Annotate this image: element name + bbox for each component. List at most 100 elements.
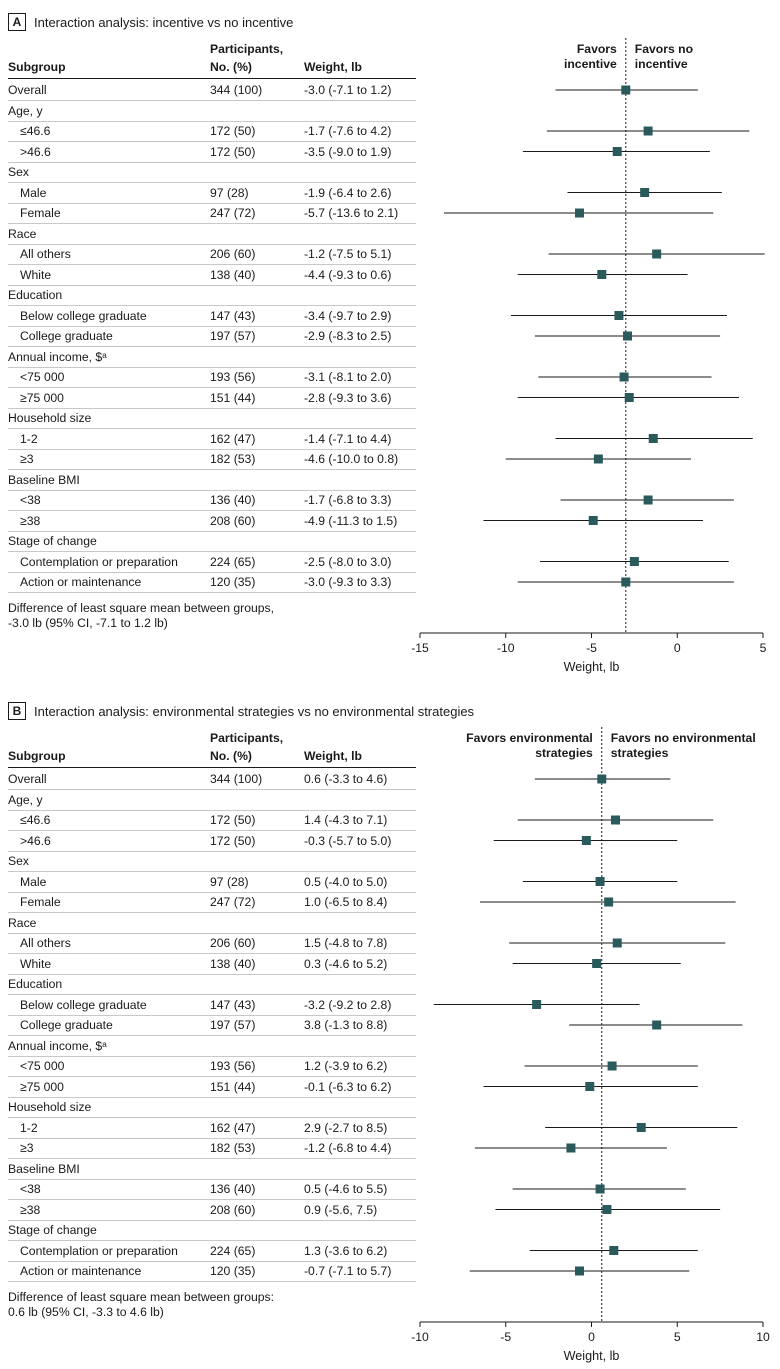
row-divider <box>8 1178 416 1180</box>
estimate-point <box>469 1266 690 1276</box>
estimate-point <box>569 1020 743 1030</box>
weight-value: -1.9 (-6.4 to 2.6) <box>304 185 392 200</box>
participants-value: 162 (47) <box>210 431 256 446</box>
row-divider <box>8 1260 416 1262</box>
participants-value: 172 (50) <box>210 124 256 138</box>
point-estimate-marker <box>597 270 607 279</box>
subgroup-label: ≤46.6 <box>20 813 51 827</box>
row-divider <box>8 789 416 791</box>
favors-right-line: Favors no <box>634 42 694 56</box>
weight-value: -4.6 (-10.0 to 0.8) <box>304 452 399 466</box>
row-divider <box>8 325 416 327</box>
subgroup-label: Male <box>20 874 47 889</box>
weight-value: 2.9 (-2.7 to 8.5) <box>304 1120 388 1135</box>
subgroup-category: Annual income, $ᵃ <box>8 1038 107 1053</box>
point-estimate-marker <box>612 938 622 948</box>
row-divider <box>8 1055 416 1057</box>
row-divider <box>8 448 416 450</box>
x-axis-label: Weight, lb <box>564 1349 620 1363</box>
row-divider <box>8 489 416 491</box>
point-estimate-marker <box>604 897 614 907</box>
subgroup-label: White <box>20 267 52 282</box>
estimate-point <box>493 836 678 845</box>
x-tick-label: 10 <box>756 1330 770 1344</box>
row-divider <box>8 223 416 225</box>
weight-value: -3.2 (-9.2 to 2.8) <box>304 997 392 1012</box>
point-estimate-marker <box>643 126 653 136</box>
row-divider <box>8 1281 416 1283</box>
weight-value: -3.4 (-9.7 to 2.9) <box>304 308 392 323</box>
weight-value: 0.3 (-4.6 to 5.2) <box>304 956 388 971</box>
weight-value: -1.2 (-7.5 to 5.1) <box>304 247 392 261</box>
participants-value: 193 (56) <box>210 370 256 384</box>
row-divider <box>8 1117 416 1119</box>
favors-right-line: incentive <box>634 57 688 71</box>
weight-value: 0.5 (-4.0 to 5.0) <box>304 874 388 889</box>
favors-right-line: Favors no environmental <box>610 731 756 745</box>
point-estimate-marker <box>612 147 622 156</box>
row-divider <box>8 1240 416 1242</box>
forest-plot-b: -10 -5 0 5 10 Weight, lb <box>411 727 770 1363</box>
subgroup-category: Household size <box>8 1100 92 1114</box>
subgroup-label: ≥3 <box>20 452 34 466</box>
estimate-point <box>517 577 734 587</box>
weight-value: -0.3 (-5.7 to 5.0) <box>304 833 392 848</box>
row-divider <box>8 850 416 852</box>
row-divider <box>8 1014 416 1016</box>
favors-left-label: Favors environmental strategies <box>466 731 593 761</box>
weight-value: -5.7 (-13.6 to 2.1) <box>304 206 399 220</box>
x-tick-label: 5 <box>760 641 767 655</box>
row-divider <box>8 428 416 430</box>
subgroup-label: Action or maintenance <box>20 1264 142 1278</box>
point-estimate-marker <box>619 372 629 382</box>
weight-value: -0.1 (-6.3 to 6.2) <box>304 1079 392 1094</box>
subgroup-category: Race <box>8 915 37 930</box>
row-divider <box>8 161 416 163</box>
subgroup-label: Contemplation or preparation <box>20 554 178 569</box>
subgroup-label: Female <box>20 206 61 220</box>
weight-value: 0.6 (-3.3 to 4.6) <box>304 772 388 786</box>
row-divider <box>8 1219 416 1221</box>
estimate-point <box>474 1143 667 1153</box>
footnote: Difference of least square mean between … <box>8 1290 274 1320</box>
estimate-point <box>567 188 722 197</box>
participants-column-header-line1: Participants, <box>210 42 284 56</box>
participants-value: 138 (40) <box>210 267 256 282</box>
estimate-point <box>545 1123 738 1132</box>
weight-column-header: Weight, lb <box>304 60 362 74</box>
subgroup-category: Age, y <box>8 792 43 807</box>
estimate-point <box>534 331 721 341</box>
subgroup-label: Contemplation or preparation <box>20 1243 178 1258</box>
x-tick-label: -10 <box>497 641 515 655</box>
estimate-point <box>540 557 729 566</box>
row-divider <box>8 1096 416 1098</box>
participants-value: 206 (60) <box>210 247 256 261</box>
participants-value: 172 (50) <box>210 813 256 827</box>
point-estimate-marker <box>621 577 631 587</box>
row-divider <box>8 120 416 122</box>
point-estimate-marker <box>623 331 633 341</box>
point-estimate-marker <box>652 249 662 259</box>
point-estimate-marker <box>614 311 624 320</box>
estimate-point <box>483 1082 698 1091</box>
participants-value: 247 (72) <box>210 895 256 909</box>
subgroup-label: Male <box>20 185 47 200</box>
weight-value: -1.7 (-7.6 to 4.2) <box>304 124 392 138</box>
subgroup-label: <75 000 <box>20 1059 65 1073</box>
row-divider <box>8 871 416 873</box>
row-divider <box>8 1035 416 1037</box>
forest-plot-a: -15 -10 -5 0 5 Weight, lb <box>411 38 767 674</box>
weight-value: -0.7 (-7.1 to 5.7) <box>304 1264 392 1278</box>
subgroup-label: 1-2 <box>20 1120 38 1135</box>
x-tick-label: 0 <box>588 1330 595 1344</box>
panel-letter-badge: B <box>8 702 26 720</box>
weight-value: -3.5 (-9.0 to 1.9) <box>304 144 392 159</box>
row-divider <box>8 284 416 286</box>
row-divider <box>8 1137 416 1139</box>
participants-column-header-line1: Participants, <box>210 731 284 745</box>
subgroup-category: Education <box>8 288 63 302</box>
subgroup-category: Stage of change <box>8 534 97 548</box>
estimate-point <box>546 126 750 136</box>
weight-column-header: Weight, lb <box>304 749 362 763</box>
subgroup-label: >46.6 <box>20 833 51 848</box>
